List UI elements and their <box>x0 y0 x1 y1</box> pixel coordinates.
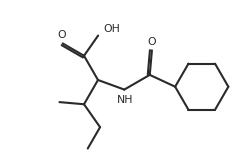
Text: O: O <box>57 30 66 40</box>
Text: NH: NH <box>117 95 133 105</box>
Text: O: O <box>148 37 156 47</box>
Text: OH: OH <box>103 24 120 34</box>
